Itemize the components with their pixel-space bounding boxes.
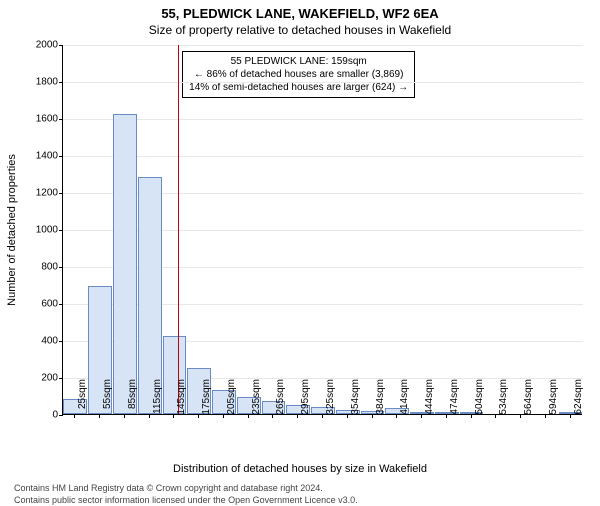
y-tick: 1600	[36, 114, 58, 125]
x-tick: 444sqm	[424, 379, 435, 419]
y-tick: 800	[41, 262, 58, 273]
bar	[113, 114, 137, 414]
x-tick: 85sqm	[127, 379, 138, 419]
x-tick: 594sqm	[548, 379, 559, 419]
y-axis-label: Number of detached properties	[6, 154, 18, 306]
x-tick: 474sqm	[449, 379, 460, 419]
x-tick: 384sqm	[375, 379, 386, 419]
y-tick: 2000	[36, 40, 58, 51]
histogram-chart: Number of detached properties 55 PLEDWIC…	[62, 45, 582, 415]
footer-line-2: Contains public sector information licen…	[14, 495, 600, 506]
y-tick: 400	[41, 336, 58, 347]
y-tick: 1000	[36, 225, 58, 236]
address-title: 55, PLEDWICK LANE, WAKEFIELD, WF2 6EA	[0, 6, 600, 21]
x-tick: 115sqm	[152, 379, 163, 419]
y-tick: 200	[41, 373, 58, 384]
y-tick: 1200	[36, 188, 58, 199]
subtitle: Size of property relative to detached ho…	[0, 23, 600, 37]
x-tick: 235sqm	[251, 379, 262, 419]
info-line-1: 55 PLEDWICK LANE: 159sqm	[189, 55, 408, 68]
x-tick: 564sqm	[523, 379, 534, 419]
marker-line	[178, 45, 179, 414]
y-tick: 1400	[36, 151, 58, 162]
x-axis-label: Distribution of detached houses by size …	[0, 463, 600, 475]
x-tick: 205sqm	[226, 379, 237, 419]
x-tick: 25sqm	[77, 379, 88, 419]
x-tick: 414sqm	[399, 379, 410, 419]
x-tick: 624sqm	[573, 379, 584, 419]
x-tick: 145sqm	[176, 379, 187, 419]
info-box: 55 PLEDWICK LANE: 159sqm ← 86% of detach…	[182, 51, 415, 98]
footer-line-1: Contains HM Land Registry data © Crown c…	[14, 483, 600, 495]
x-tick: 504sqm	[474, 379, 485, 419]
x-tick: 175sqm	[201, 379, 212, 419]
y-tick: 600	[41, 299, 58, 310]
x-tick: 354sqm	[350, 379, 361, 419]
footer: Contains HM Land Registry data © Crown c…	[14, 483, 600, 506]
plot-area: 55 PLEDWICK LANE: 159sqm ← 86% of detach…	[62, 45, 582, 415]
x-tick: 265sqm	[275, 379, 286, 419]
info-line-2: ← 86% of detached houses are smaller (3,…	[189, 68, 408, 81]
x-tick: 295sqm	[300, 379, 311, 419]
x-tick: 325sqm	[325, 379, 336, 419]
x-tick: 55sqm	[102, 379, 113, 419]
x-tick: 534sqm	[498, 379, 509, 419]
y-tick: 1800	[36, 77, 58, 88]
y-tick: 0	[52, 410, 58, 421]
